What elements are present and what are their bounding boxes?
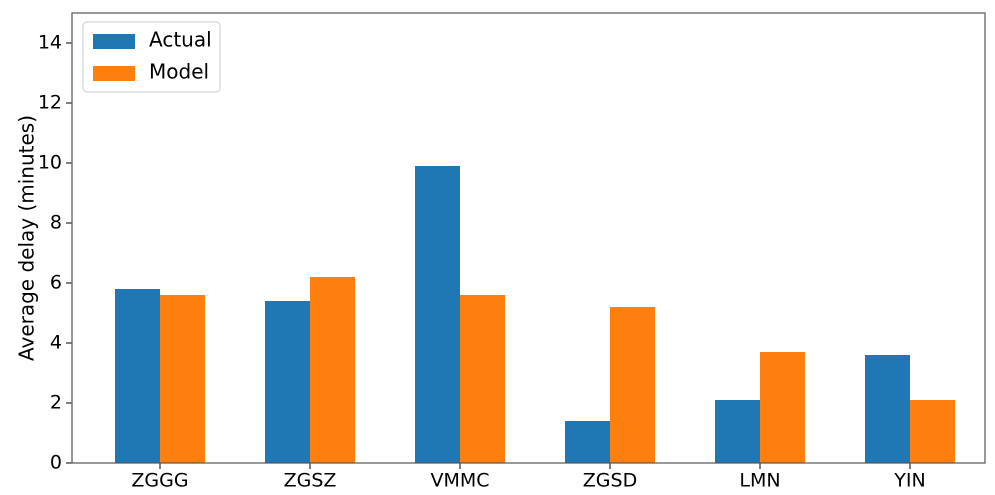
bar: [865, 355, 910, 463]
x-tick-label: ZGSD: [583, 470, 637, 492]
bar: [115, 289, 160, 463]
bar: [310, 277, 355, 463]
x-tick-label: YIN: [893, 470, 925, 492]
plot-frame: [71, 12, 986, 464]
bar: [610, 307, 655, 463]
y-axis-label: Average delay (minutes): [15, 115, 39, 361]
y-tick-label: 4: [50, 332, 62, 354]
bar: [265, 301, 310, 463]
legend-swatch: [93, 66, 135, 81]
bar: [715, 400, 760, 463]
y-tick-label: 0: [50, 452, 62, 474]
y-tick-label: 12: [38, 92, 62, 114]
legend-label: Actual: [149, 28, 212, 52]
x-tick-label: LMN: [739, 470, 780, 492]
y-tick-label: 8: [50, 212, 62, 234]
bar: [460, 295, 505, 463]
legend-swatch: [93, 34, 135, 49]
y-tick-label: 6: [50, 272, 62, 294]
bar: [565, 421, 610, 463]
bar: [760, 352, 805, 463]
bar: [415, 166, 460, 463]
y-tick-label: 2: [50, 392, 62, 414]
x-tick-label: ZGGG: [131, 470, 188, 492]
x-tick-label: VMMC: [430, 470, 489, 492]
y-tick-label: 14: [38, 32, 62, 54]
x-tick-label: ZGSZ: [284, 470, 337, 492]
bar: [910, 400, 955, 463]
y-tick-label: 10: [38, 152, 62, 174]
legend-label: Model: [149, 60, 209, 84]
bar: [160, 295, 205, 463]
